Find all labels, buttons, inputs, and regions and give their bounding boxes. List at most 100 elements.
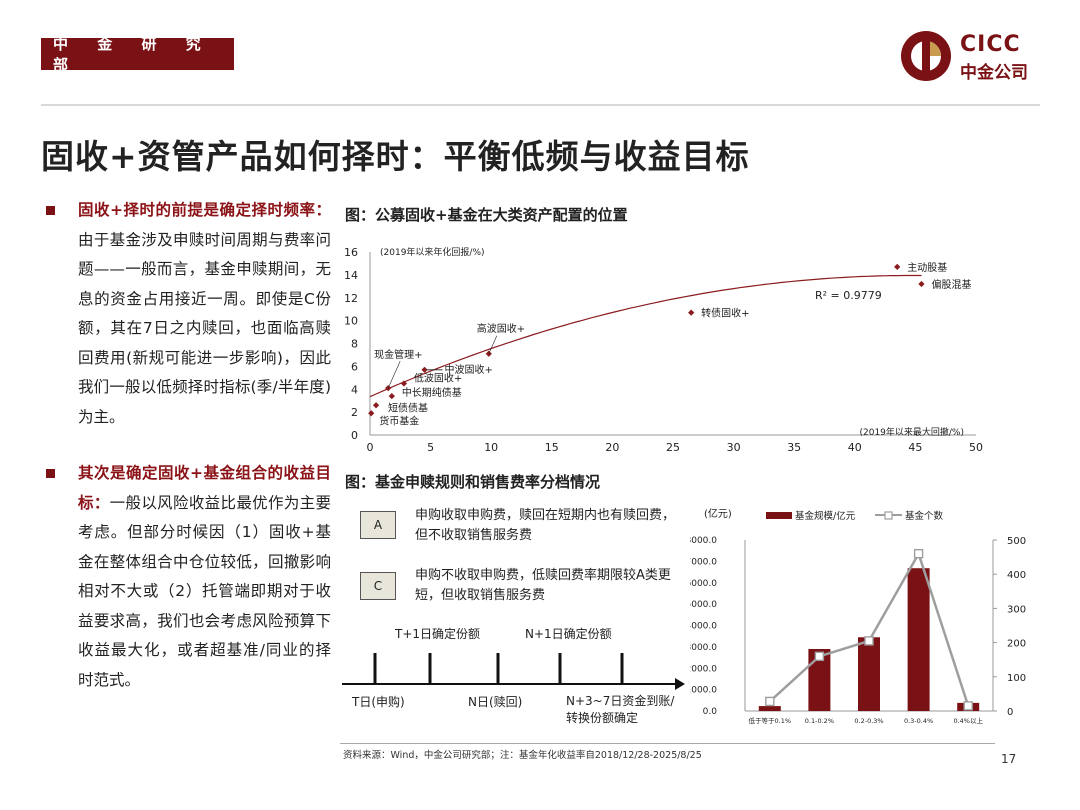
- bar-chart-right-tick-label: 100: [1007, 673, 1026, 684]
- bar-chart-right-tick-label: 400: [1007, 570, 1026, 581]
- scatter-y-tick-label: 4: [351, 383, 358, 396]
- scatter-y-tick-label: 14: [344, 269, 358, 282]
- timeline-label-settlement-wrap: N+3~7日资金到账/转换份额确定: [566, 694, 675, 725]
- scatter-x-tick-label: 25: [666, 441, 680, 454]
- scatter-point: [368, 410, 375, 417]
- logo-text-en: CICC: [960, 32, 1021, 57]
- bar-chart-right-tick-label: 0: [1007, 707, 1013, 718]
- scatter-trendline: [369, 274, 922, 398]
- bar-chart-left-tick-label: 8000.0: [690, 536, 717, 546]
- scatter-point-label: 偏股混基: [931, 278, 971, 291]
- bullet-timing-frequency: 固收+择时的前提是确定择时频率： 由于基金涉及申赎时间周期与费率问题——一般而言，…: [41, 196, 331, 432]
- fee-tier-chart: (亿元) 基金规模/亿元 基金个数 0.0 1000.0 2000.0 3000.0 4…: [690, 507, 1026, 725]
- timeline-label-settlement: N+3~7日资金到账/转换份额确定: [566, 694, 675, 725]
- scatter-x-tick-label: 0: [367, 441, 374, 454]
- subscription-timeline: T+1日确定份额 N+1日确定份额 T日(申购) N日(赎回) N+3~7日资金…: [342, 626, 685, 725]
- line-marker: [864, 636, 874, 646]
- bar: [907, 568, 930, 711]
- header-divider: [41, 104, 1040, 106]
- scatter-point: [688, 309, 695, 316]
- scatter-point-label: 高波固收+: [477, 322, 525, 335]
- bar-chart-right-tick-label: 300: [1007, 604, 1026, 615]
- share-class-c-text: 申购不收取申购费，低赎回费率期限较A类更短，但收取销售服务费: [415, 568, 671, 603]
- bar-chart-category-label: 低于等于0.1%: [749, 716, 792, 725]
- scatter-y-tick-label: 16: [344, 246, 358, 259]
- bullet-square-icon: [46, 469, 55, 478]
- scatter-y-tick-label: 0: [351, 429, 358, 442]
- scatter-point-label: 现金管理+: [374, 348, 422, 361]
- scatter-x-tick-label: 5: [427, 441, 434, 454]
- share-class-c-box: C: [360, 572, 396, 600]
- bullet-highlight: 其次是确定固收+基金组合的收益目标：: [78, 464, 331, 512]
- scatter-x-tick-label: 40: [848, 441, 862, 454]
- share-class-a-text: 申购收取申购费，赎回在短期内也有赎回费，但不收取销售服务费: [415, 508, 676, 543]
- scatter-x-tick-label: 35: [787, 441, 801, 454]
- scatter-point: [485, 350, 492, 357]
- bar-chart-left-tick-label: 5000.0: [690, 600, 717, 610]
- timeline-label-n1: N+1日确定份额: [525, 626, 612, 641]
- scatter-point-label: 短债债基: [388, 401, 428, 414]
- bar-chart-legend: 基金规模/亿元 基金个数: [766, 510, 944, 522]
- bar-chart-left-tick-label: 3000.0: [690, 643, 717, 653]
- timeline-arrow-icon: [675, 678, 685, 690]
- bar-chart-right-tick-label: 500: [1007, 536, 1026, 547]
- scatter-leader-line: [387, 360, 401, 389]
- scatter-y-axis-label: (2019年以来年化回报/%): [380, 246, 485, 258]
- bar-chart-left-tick-label: 7000.0: [690, 557, 717, 567]
- scatter-point: [894, 263, 901, 270]
- bar-chart-unit-label: (亿元): [704, 507, 732, 520]
- legend-bar-swatch: [766, 512, 792, 519]
- bar-chart-left-tick-label: 1000.0: [690, 686, 717, 696]
- scatter-point: [918, 280, 925, 288]
- bar-chart-axes: 0.0 1000.0 2000.0 3000.0 4000.0 5000.0 6000.0 7…: [690, 536, 1026, 725]
- bar: [808, 649, 831, 711]
- bullet-text: 一般以风险收益比最优作为主要考虑。但部分时候因（1）固收+基金在整体组合中仓位较…: [78, 493, 331, 689]
- bar-chart-category-label: 0.4%以上: [953, 716, 983, 725]
- bar-chart-category-label: 0.2-0.3%: [854, 717, 883, 725]
- figure2-title: 图：基金申赎规则和销售费率分档情况: [345, 473, 601, 491]
- scatter-point: [400, 380, 408, 387]
- legend-line-label: 基金个数: [905, 510, 944, 522]
- bullet-return-target: 其次是确定固收+基金组合的收益目标：一般以风险收益比最优作为主要考虑。但部分时候…: [41, 459, 331, 695]
- line-marker: [963, 701, 973, 711]
- scatter-point-label: 货币基金: [379, 414, 419, 427]
- scatter-x-tick-label: 45: [908, 441, 922, 454]
- scatter-x-tick-label: 15: [545, 441, 559, 454]
- bullet-highlight: 固收+择时的前提是确定择时频率：: [78, 201, 331, 219]
- bullet-square-icon: [46, 206, 55, 215]
- footer-divider: [340, 743, 995, 744]
- bar-chart-category-label: 0.1-0.2%: [805, 717, 834, 725]
- bar-chart-left-tick-label: 6000.0: [690, 579, 717, 589]
- scatter-x-tick-label: 50: [969, 441, 983, 454]
- scatter-y-tick-label: 6: [351, 360, 358, 373]
- scatter-y-tick-label: 2: [351, 406, 358, 419]
- line-marker: [765, 696, 775, 707]
- timeline-label-n: N日(赎回): [468, 695, 522, 709]
- line-marker: [913, 548, 924, 559]
- scatter-point-label: 低波固收+: [414, 372, 462, 385]
- bullet-text: 由于基金涉及申赎时间周期与费率问题——一般而言，基金申赎期间，无息的资金占用接近…: [78, 230, 331, 426]
- source-note: 资料来源：Wind，中金公司研究部；注：基金年化收益率自2018/12/28-2…: [343, 750, 702, 761]
- scatter-x-tick-label: 20: [605, 441, 619, 454]
- scatter-r-squared: R² = 0.9779: [815, 289, 882, 302]
- bar-chart-left-tick-label: 0.0: [703, 707, 718, 717]
- department-tag: 中 金 研 究 部: [41, 35, 234, 74]
- scatter-y-tick-label: 8: [351, 338, 358, 351]
- bar: [758, 706, 781, 711]
- page-title: 固收+资管产品如何择时：平衡低频与收益目标: [41, 137, 750, 176]
- cicc-logo-icon: [901, 31, 951, 81]
- timeline-label-t1: T+1日确定份额: [394, 626, 480, 641]
- scatter-leader-line: [488, 335, 498, 354]
- scatter-point: [388, 393, 395, 400]
- scatter-x-tick-label: 30: [727, 441, 741, 454]
- bar-chart-left-tick-label: 2000.0: [690, 664, 717, 674]
- scatter-x-axis-label: (2019年以来最大回撤/%): [859, 426, 964, 438]
- scatter-point: [372, 402, 380, 409]
- timeline-label-t: T日(申购): [351, 694, 405, 709]
- scatter-axes: 0 2 4 6 8 10 12 14 16 0 5 10 15 20 25 30 35 40 45 50: [344, 246, 983, 454]
- bar-chart-line: [765, 548, 973, 711]
- legend-bar-label: 基金规模/亿元: [795, 510, 856, 522]
- bar: [858, 637, 880, 711]
- bar-chart-category-label: 0.3-0.4%: [904, 717, 933, 725]
